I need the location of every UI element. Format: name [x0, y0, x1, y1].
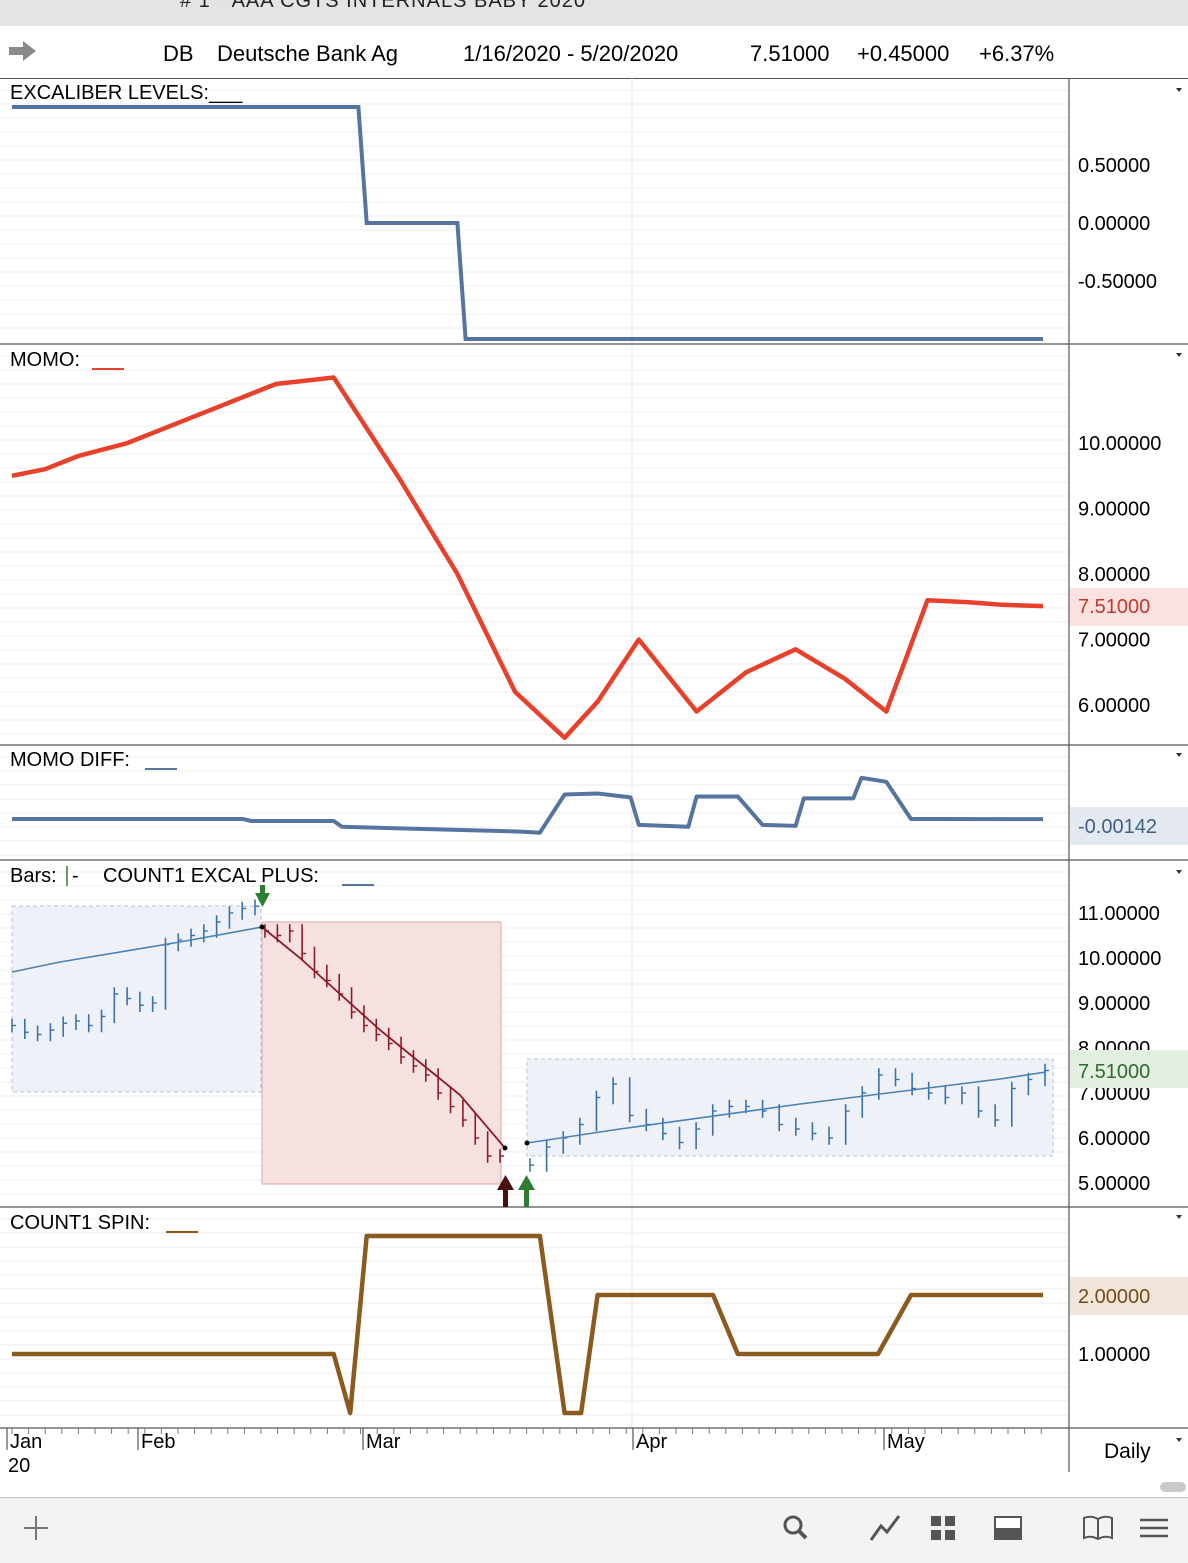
x-axis-month-label: Mar [366, 1431, 401, 1453]
momo-diff-last-value: -0.00142 [1078, 816, 1157, 838]
momo-y-tick: 6.00000 [1078, 695, 1150, 717]
price-change: +0.45000 [857, 41, 950, 66]
company-name: Deutsche Bank Ag [217, 41, 399, 66]
momo-diff-last-bg [1070, 807, 1188, 845]
search-icon[interactable] [776, 1508, 816, 1548]
phase2-box [261, 921, 502, 1185]
last-price: 7.51000 [750, 41, 830, 66]
count1-spin-line [12, 1233, 1043, 1416]
count1-excal-plus-title: COUNT1 EXCAL PLUS: [103, 865, 319, 887]
chevron-down-icon [1176, 88, 1182, 92]
ticker-symbol[interactable]: DB [163, 41, 194, 66]
count1-y-tick: 5.00000 [1078, 1173, 1150, 1195]
x-axis-month-label: Feb [141, 1431, 175, 1453]
count1-y-tick: 9.00000 [1078, 993, 1150, 1015]
count1-y-tick: 11.00000 [1078, 903, 1160, 925]
symbol-bar: DB Deutsche Bank Ag 1/16/2020 - 5/20/202… [0, 26, 1188, 79]
excaliber-y-tick: 0.50000 [1078, 155, 1150, 177]
momo-y-tick: 7.00000 [1078, 630, 1150, 652]
date-range[interactable]: 1/16/2020 - 5/20/2020 [463, 41, 679, 66]
trend-pivot-dot [524, 1140, 530, 1146]
x-axis-month-label: Jan [10, 1431, 42, 1453]
momo-last-bg [1070, 588, 1188, 626]
signal-down-arrow [255, 885, 270, 907]
count1-last-bg [1070, 1050, 1188, 1088]
momo-last-value: 7.51000 [1078, 596, 1150, 618]
signal-up-arrow-dark [497, 1175, 514, 1207]
count1-spin-last-bg [1070, 1277, 1188, 1315]
phase2-trendline [261, 926, 506, 1149]
momo-y-tick: 10.00000 [1078, 433, 1161, 455]
x-axis-year-label: 20 [8, 1455, 30, 1477]
excaliber-y-tick: -0.50000 [1078, 271, 1157, 293]
bars-style-dash: - [72, 865, 79, 887]
x-axis-month-label: Apr [636, 1431, 667, 1453]
menu-icon[interactable] [1134, 1508, 1174, 1548]
book-icon[interactable] [1078, 1508, 1118, 1548]
momo-title: MOMO: [10, 349, 80, 371]
window-title-bar: # 1 * AAA CGTS INTERNALS BABY 2020 [0, 0, 1188, 26]
momo-diff-title: MOMO DIFF: [10, 749, 130, 771]
periodicity-label[interactable]: Daily [1104, 1440, 1151, 1463]
arrow-right-icon[interactable] [9, 40, 37, 62]
count1-spin-title: COUNT1 SPIN: [10, 1212, 150, 1234]
phase1-box [11, 905, 262, 1093]
count1-y-tick: 7.00000 [1078, 1083, 1150, 1105]
plus-icon[interactable] [16, 1508, 56, 1548]
chart-area[interactable]: EXCALIBER LEVELS:___ 0.50000 0.00000 -0.500… [0, 0, 1188, 1497]
count1-y-tick: 10.00000 [1078, 948, 1161, 970]
price-change-pct: +6.37% [979, 41, 1055, 66]
bottom-toolbar [0, 1497, 1188, 1563]
excaliber-levels-title: EXCALIBER LEVELS:___ [10, 82, 243, 104]
momo-diff-line [12, 775, 1044, 835]
chevron-down-icon [1176, 870, 1182, 874]
bars-label: Bars: [10, 865, 57, 887]
chevron-down-icon [1176, 1438, 1182, 1442]
panel-layout-icon[interactable] [988, 1508, 1028, 1548]
momo-y-tick: 8.00000 [1078, 564, 1150, 586]
excaliber-y-tick: 0.00000 [1078, 213, 1150, 235]
count1-spin-y-tick: 1.00000 [1078, 1344, 1150, 1366]
phase3-box [526, 1058, 1054, 1157]
count1-y-tick: 6.00000 [1078, 1128, 1150, 1150]
scrollbar-thumb[interactable] [1160, 1482, 1186, 1492]
chevron-down-icon [1176, 753, 1182, 757]
trend-pivot-dot [259, 924, 265, 930]
count1-spin-last-value: 2.00000 [1078, 1286, 1150, 1308]
chevron-down-icon [1176, 353, 1182, 357]
window-title: # 1 * AAA CGTS INTERNALS BABY 2020 [180, 0, 587, 12]
trend-pivot-dot [502, 1145, 508, 1151]
grid-icon[interactable] [923, 1508, 963, 1548]
count1-last-value: 7.51000 [1078, 1061, 1150, 1083]
phase3-trendline [526, 1071, 1047, 1144]
draw-line-icon[interactable] [865, 1508, 905, 1548]
chevron-down-icon [1176, 1215, 1182, 1219]
excaliber-levels-line [12, 105, 1043, 341]
signal-up-arrow [518, 1175, 535, 1207]
momo-y-tick: 9.00000 [1078, 499, 1150, 521]
momo-line [11, 375, 1044, 741]
x-axis-month-label: May [887, 1431, 925, 1453]
phase1-trendline [11, 926, 263, 973]
